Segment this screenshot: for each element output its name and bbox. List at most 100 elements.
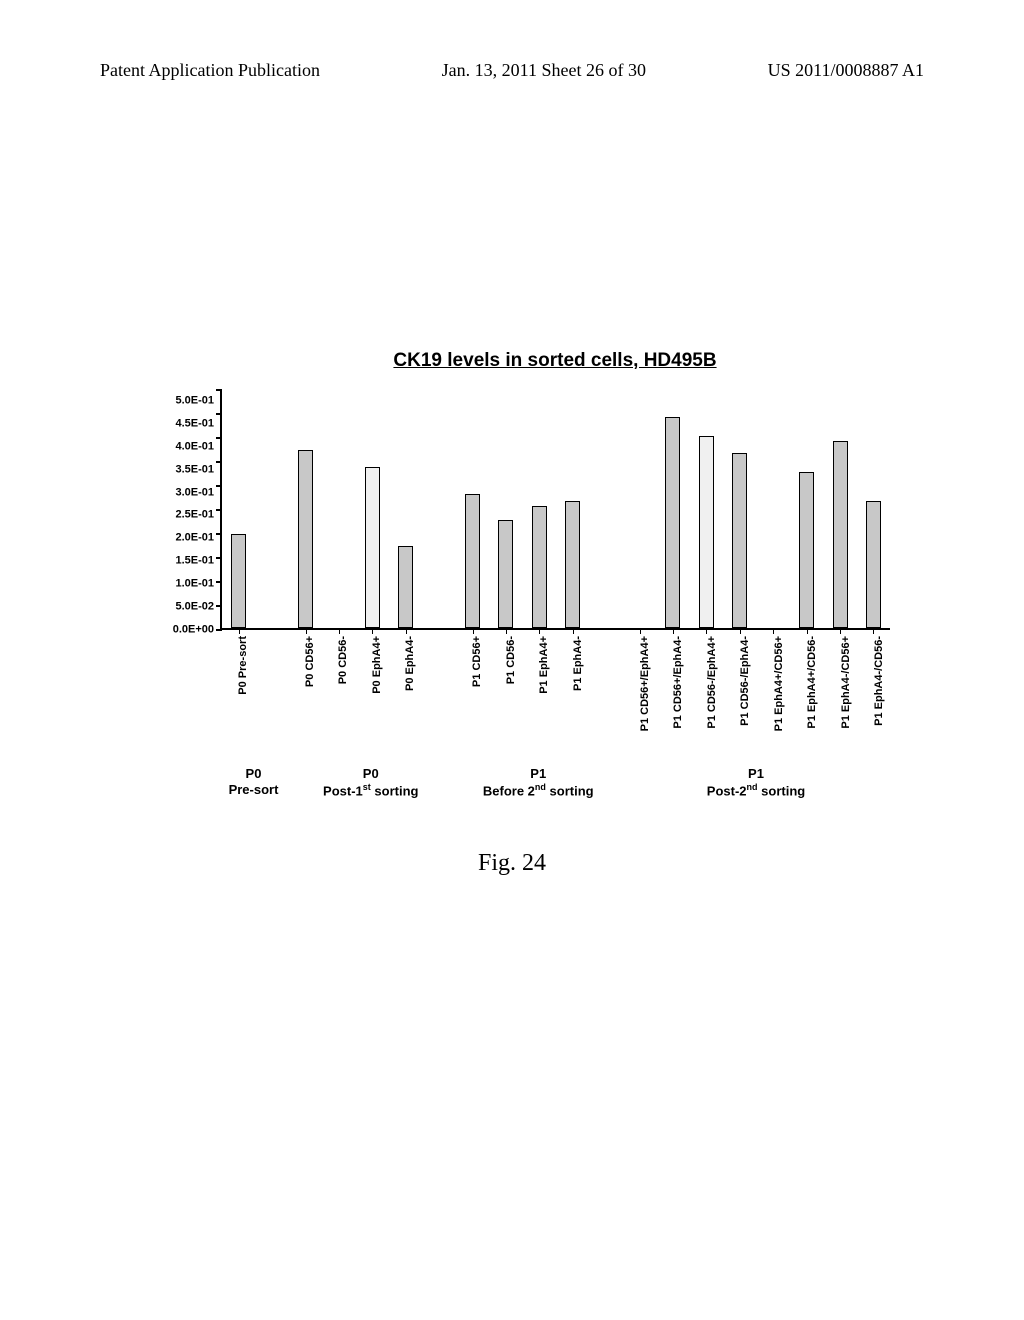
y-tick-label: 4.0E-01 [175,441,214,452]
x-axis-label: P1 EphA4+/CD56- [806,636,818,729]
bar [799,472,814,628]
bar-slot [790,390,823,628]
bar [498,520,513,628]
x-axis-label: P1 CD56+/EphA4- [672,636,684,729]
x-label-slot: P1 CD56-/EphA4+ [689,630,723,760]
bar-slot [690,390,723,628]
header-right: US 2011/0008887 A1 [768,60,924,81]
bar-slot [389,390,422,628]
x-axis-label: P1 CD56-/EphA4- [739,636,751,726]
x-label-slot [254,630,288,760]
y-tick-label: 4.5E-01 [175,418,214,429]
x-axis-label: P1 EphA4+ [538,636,550,694]
bar-slot [489,390,522,628]
bar-slot [356,390,389,628]
y-tick-label: 0.0E+00 [173,624,214,635]
bar [365,467,380,628]
bar [465,494,480,628]
x-axis-label: P1 EphA4- [572,636,584,691]
bar-slot [255,390,288,628]
x-axis-label: P0 Pre-sort [237,636,249,695]
group-label: P1Before 2nd sorting [455,766,623,799]
x-axis-label: P1 EphA4+/CD56+ [773,636,785,731]
x-axis-label: P1 CD56+/EphA4+ [639,636,651,731]
bar [866,501,881,628]
y-tick-label: 2.5E-01 [175,510,214,521]
x-label-slot: P0 EphA4- [388,630,422,760]
bar [565,501,580,628]
y-tick-mark [216,389,222,391]
y-tick-label: 3.0E-01 [175,487,214,498]
header-center: Jan. 13, 2011 Sheet 26 of 30 [442,60,646,81]
y-tick-mark [216,581,222,583]
bar [532,506,547,628]
y-tick-mark [216,437,222,439]
x-label-slot: P1 EphA4-/CD56- [857,630,891,760]
x-label-slot: P1 CD56+ [455,630,489,760]
y-tick-mark [216,413,222,415]
x-axis-labels: P0 Pre-sort P0 CD56+ P0 CD56- P0 EphA4+ P0 E… [220,630,890,760]
x-label-slot: P1 EphA4+ [522,630,556,760]
x-axis-label: P1 CD56+ [471,636,483,687]
x-label-slot [589,630,623,760]
bar-slot [623,390,656,628]
bar [732,453,747,628]
x-axis-label: P0 EphA4+ [371,636,383,694]
x-label-slot [421,630,455,760]
x-axis-label: P1 EphA4-/CD56- [873,636,885,726]
x-label-slot: P1 EphA4-/CD56+ [823,630,857,760]
bar-slot [422,390,455,628]
y-tick-mark [216,485,222,487]
y-tick-mark [216,533,222,535]
bars-row [222,390,890,628]
figure-caption: Fig. 24 [0,850,1024,877]
x-label-slot: P1 CD56+/EphA4- [656,630,690,760]
bar [231,534,246,628]
x-axis-label: P1 EphA4-/CD56+ [840,636,852,729]
x-label-slot: P0 CD56+ [287,630,321,760]
group-label: P1Post-2nd sorting [622,766,890,799]
page-header: Patent Application Publication Jan. 13, … [0,60,1024,81]
y-tick-label: 1.0E-01 [175,579,214,590]
y-tick-mark [216,557,222,559]
y-tick-label: 2.0E-01 [175,533,214,544]
y-tick-label: 3.5E-01 [175,464,214,475]
y-tick-mark [216,509,222,511]
group-label: P0Post-1st sorting [287,766,455,799]
bar-slot [456,390,489,628]
y-tick-label: 1.5E-01 [175,556,214,567]
x-axis-label: P0 CD56- [337,636,349,684]
x-axis-label: P1 CD56- [505,636,517,684]
bar-slot [523,390,556,628]
bar-slot [322,390,355,628]
group-labels: P0Pre-sortP0Post-1st sortingP1Before 2nd… [220,766,890,799]
header-left: Patent Application Publication [100,60,320,81]
bar-slot [823,390,856,628]
bar [298,450,313,628]
y-tick-label: 5.0E-01 [175,396,214,407]
bar [833,441,848,628]
plot-area [220,390,890,630]
group-label: P0Pre-sort [220,766,287,799]
bar-slot [589,390,622,628]
plot-wrap: 5.0E-01 4.5E-01 4.0E-01 3.5E-01 3.0E-01 2.5E-… [160,390,890,630]
y-tick-label: 5.0E-02 [175,602,214,613]
x-label-slot: P1 CD56- [488,630,522,760]
bar-slot [222,390,255,628]
x-label-slot: P1 EphA4+/CD56- [790,630,824,760]
x-axis-label: P0 EphA4- [404,636,416,691]
x-axis-label: P0 CD56+ [304,636,316,687]
x-label-slot: P1 EphA4+/CD56+ [756,630,790,760]
x-label-slot: P0 EphA4+ [354,630,388,760]
bar-slot [757,390,790,628]
bar [665,417,680,628]
x-axis-label: P1 CD56-/EphA4+ [706,636,718,729]
bar [398,546,413,628]
bar-chart: CK19 levels in sorted cells, HD495B 5.0E… [160,350,890,799]
bar-slot [857,390,890,628]
chart-title: CK19 levels in sorted cells, HD495B [220,350,890,372]
bar [699,436,714,628]
x-label-slot: P0 Pre-sort [220,630,254,760]
y-tick-mark [216,605,222,607]
x-label-slot: P1 CD56+/EphA4+ [622,630,656,760]
